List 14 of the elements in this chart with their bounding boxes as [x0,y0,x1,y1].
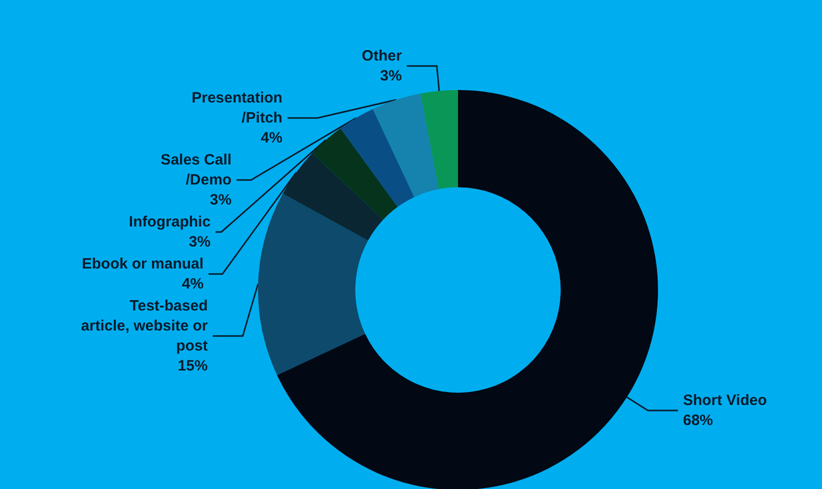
data-label: 3% [380,68,402,84]
data-label: 15% [178,358,208,374]
slice-label: Other [362,48,402,64]
slice-label: Infographic [128,214,211,230]
data-label: 4% [182,276,204,292]
slice-label: Test-based article, website or post [81,298,208,354]
data-label: 4% [260,130,282,146]
slice-label: Short Video [682,392,767,410]
data-label: 3% [210,192,232,208]
slice-label: Ebook or manual [82,256,204,272]
slice-label: Presentation /Pitch [192,90,282,126]
data-label: 68% [682,412,714,430]
slice-label: Sales Call /Demo [160,152,232,188]
data-label: 3% [188,234,211,250]
